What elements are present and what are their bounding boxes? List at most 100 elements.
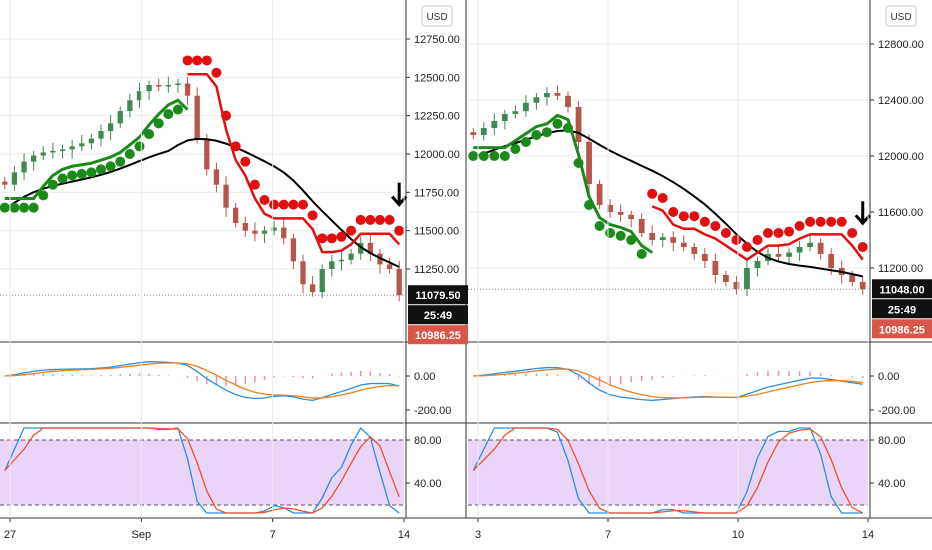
support-dot [47, 179, 58, 190]
resistance-dot [826, 216, 837, 227]
candle-body [40, 152, 46, 156]
price-tick-label: 12400.00 [878, 95, 924, 107]
resistance-dot [230, 141, 241, 152]
candle-body [733, 282, 740, 289]
resistance-dot [384, 214, 395, 225]
other-price-text: 10986.25 [415, 330, 461, 342]
candle-body [88, 138, 95, 144]
resistance-dot [805, 216, 816, 227]
candle-body [271, 227, 277, 231]
candle-body [184, 83, 191, 96]
support-dot [115, 156, 126, 167]
resistance-dot [269, 199, 280, 210]
support-dot [552, 118, 563, 129]
support-dot [153, 118, 164, 129]
price-tick-label: 11600.00 [878, 207, 923, 219]
support-dot [605, 228, 616, 238]
resistance-dot [298, 199, 308, 210]
candle-body [554, 93, 561, 96]
other-price-badge [408, 325, 468, 345]
stoch-tick-label: 80.00 [414, 435, 442, 447]
candle-body [638, 219, 645, 233]
resistance-dot [668, 207, 679, 217]
support-dot [9, 202, 20, 213]
macd-line [473, 366, 863, 401]
candle-body [828, 254, 835, 268]
candle-body [213, 169, 220, 185]
time-tick-label: 14 [398, 529, 410, 541]
price-tick-label: 12250.00 [414, 111, 460, 123]
resistance-dot [192, 55, 203, 66]
resistance-dot [763, 228, 773, 238]
candle-body [386, 264, 393, 269]
stoch-tick-label: 40.00 [414, 478, 442, 490]
time-tick-label: Sep [132, 529, 152, 541]
price-tick-label: 12000.00 [878, 151, 924, 163]
resistance-dot [784, 226, 795, 237]
resistance-dot [394, 225, 405, 236]
stoch-d-line [4, 427, 400, 514]
candle-body [565, 95, 571, 107]
support-dot [531, 130, 542, 140]
macd-tick-label: -200.00 [414, 405, 451, 417]
support-dot [626, 235, 637, 245]
resistance-dot [857, 242, 868, 252]
macd-tick-label: 0.00 [878, 371, 899, 383]
candle-body [607, 205, 613, 212]
candle-body [21, 161, 27, 173]
support-dot [38, 190, 49, 201]
last-price-badge [872, 279, 932, 299]
candle-body [691, 247, 698, 254]
resistance-dot [374, 214, 385, 225]
support-dot [19, 202, 30, 213]
resistance-dot [182, 55, 193, 66]
right-unit-box[interactable] [885, 5, 917, 27]
support-dot [573, 158, 584, 168]
resistance-dot [847, 228, 858, 238]
support-dot [478, 151, 489, 161]
candle-body [11, 172, 18, 185]
candle-body [242, 223, 248, 231]
support-dot [67, 170, 78, 181]
stoch-band [468, 440, 868, 505]
moving-average-line [4, 137, 400, 268]
resistance-dot [365, 214, 376, 225]
support-dot [541, 127, 552, 138]
resistance-dot [307, 210, 318, 221]
resistance-line [651, 205, 864, 262]
resistance-dot [221, 110, 232, 121]
macd-signal-line [4, 362, 400, 399]
right-chart: 12800.00 12400.00 12000.00 11600.00 11200.00… [468, 0, 932, 541]
left-unit-box[interactable] [421, 5, 453, 27]
candle-body [470, 132, 477, 135]
candle-body [723, 275, 729, 282]
candle-body [480, 128, 487, 135]
resistance-line [187, 73, 401, 254]
candle-body [69, 146, 75, 150]
resistance-dot [836, 216, 847, 227]
candle-body [329, 261, 335, 269]
support-dot [76, 168, 87, 179]
candle-body [156, 85, 162, 87]
support-dot [615, 230, 626, 241]
resistance-dot [794, 221, 805, 231]
candle-body [701, 254, 708, 261]
macd-signal-line [473, 368, 863, 399]
candle-body [396, 269, 402, 296]
candle-body [31, 155, 37, 162]
right-unit-label: USD [890, 12, 911, 23]
candle-body [261, 230, 268, 234]
candle-body [136, 91, 143, 101]
candle-body [575, 107, 582, 142]
stoch-band [0, 440, 404, 505]
candle-body [204, 138, 210, 170]
support-dot [489, 151, 500, 161]
support-dot [57, 173, 68, 184]
resistance-dot [326, 233, 337, 244]
countdown-badge [872, 299, 932, 319]
resistance-dot [647, 188, 658, 199]
left-chart: 12750.00 12500.00 12250.00 12000.00 11750.00… [0, 0, 468, 541]
candle-body [775, 254, 782, 257]
support-dot [520, 137, 531, 147]
